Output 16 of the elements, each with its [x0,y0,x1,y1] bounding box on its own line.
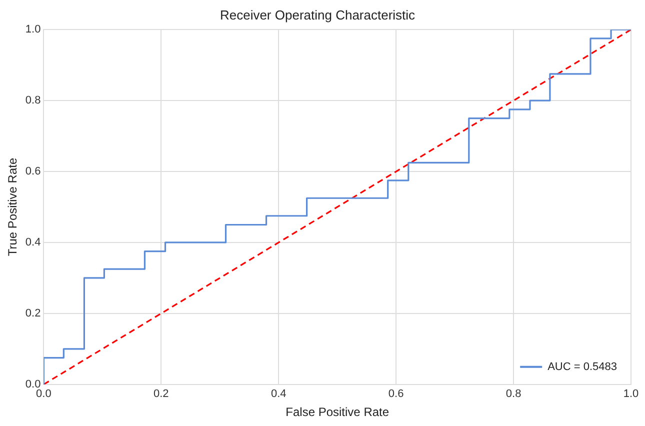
y-tick-label: 0.0 [25,378,41,390]
y-tick-label: 1.0 [25,24,41,36]
x-tick-label: 0.4 [270,388,286,400]
y-tick-label: 0.6 [25,166,41,178]
y-tick-label: 0.8 [25,94,41,107]
y-tick-label: 0.2 [25,307,41,320]
x-tick-label: 0.0 [36,388,52,400]
x-tick-label: 0.6 [388,388,404,400]
chart-title: Receiver Operating Characteristic [220,7,416,22]
y-axis-title: True Positive Rate [6,158,20,256]
y-tick-label: 0.4 [25,236,41,249]
x-tick-label: 0.8 [506,388,522,400]
legend-label: AUC = 0.5483 [548,360,617,373]
x-tick-label: 1.0 [623,388,639,400]
x-tick-label: 0.2 [154,388,169,400]
x-axis-title: False Positive Rate [286,405,390,420]
